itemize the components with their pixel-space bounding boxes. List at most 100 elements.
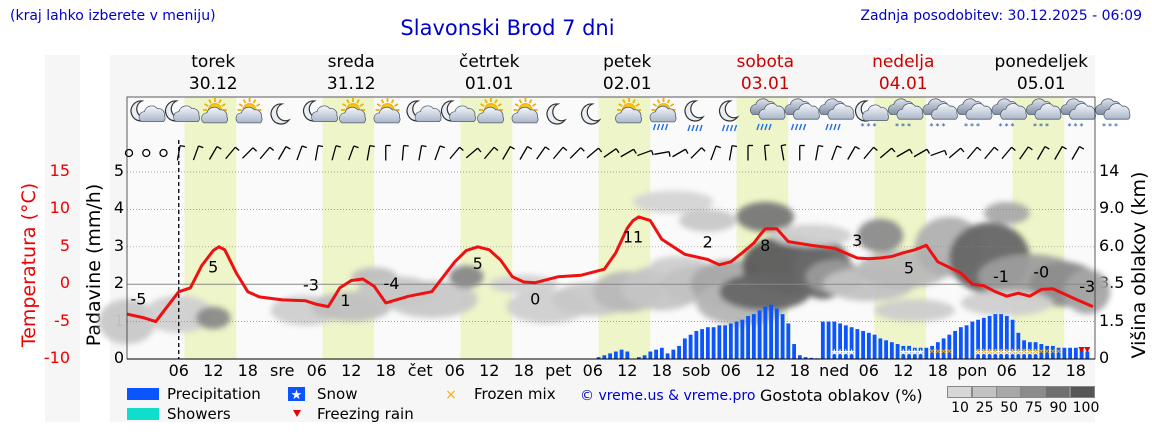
precip-bar: [648, 351, 653, 359]
cloud-shape: [373, 106, 401, 124]
x-tick: 06: [444, 361, 465, 380]
x-tick: 18: [651, 361, 672, 380]
sun-ray: [480, 103, 485, 107]
wind-shaft: [620, 148, 635, 158]
precip-bar: [1079, 349, 1084, 359]
copyright-link[interactable]: © vreme.us & vreme.pro: [580, 388, 756, 404]
precip-bar: [866, 332, 871, 359]
precip-bar: [654, 349, 658, 359]
sun-ray: [518, 99, 523, 104]
wind-barb: [672, 148, 689, 158]
snow-flake: *: [1045, 122, 1049, 131]
wind-barb: [296, 145, 307, 161]
wind-shaft: [208, 146, 218, 160]
wind-barb: [763, 144, 770, 161]
frozen-mix-marker: ×: [1032, 347, 1040, 357]
snow-marker: ★: [1008, 348, 1016, 358]
frozen-mix-marker: ×: [1020, 347, 1028, 357]
wind-barb: [815, 144, 824, 161]
cloud-density-blob: [736, 201, 794, 232]
cloud-shape: [896, 103, 924, 120]
precip-bar: [1062, 347, 1067, 359]
temperature-tick: -10: [43, 348, 70, 367]
frozen-mix-marker: ×: [1043, 347, 1051, 357]
precip-bar: [884, 340, 888, 359]
rain-drop: [798, 123, 803, 131]
wind-shaft: [483, 146, 495, 160]
density-level-label: 90: [1049, 400, 1068, 416]
cloud-snow-icon: * * *: [1060, 98, 1096, 131]
snow-flake: *: [867, 122, 871, 131]
cloud-shape: [449, 105, 476, 122]
cloud-snow-icon: * * *: [922, 98, 958, 131]
calm-wind-icon: [142, 148, 151, 158]
x-tick: 18: [375, 361, 396, 380]
precip-bar: [1045, 345, 1049, 359]
wind-barb: [913, 148, 931, 158]
day-name: ponedeljek: [994, 52, 1088, 72]
wind-shaft: [434, 145, 441, 161]
frozen-mix-marker: ×: [1003, 347, 1011, 357]
cloud-snow-icon: * * *: [991, 98, 1027, 131]
wind-shaft: [586, 147, 599, 159]
sun-ray: [652, 103, 658, 107]
cloud-shape: [511, 106, 539, 124]
rain-drop: [652, 123, 657, 131]
moon-cloud-icon: [406, 100, 442, 122]
snow-icon: ★: [288, 387, 305, 402]
wind-feather: [633, 148, 637, 154]
wind-feather: [668, 151, 671, 157]
density-level-label: 25: [975, 400, 994, 416]
moon-rain-icon: [718, 100, 740, 132]
precip-bar: [1022, 340, 1026, 359]
precip-tick: 4: [113, 198, 124, 218]
snow-flake: *: [861, 122, 865, 131]
day-date: 05.01: [1016, 74, 1066, 94]
rain-drop: [725, 124, 730, 132]
cloud-density-blob: [679, 209, 737, 232]
x-tick: 06: [996, 361, 1017, 380]
wind-feather: [650, 150, 654, 156]
x-tick: 12: [893, 361, 914, 380]
precip-bar: [763, 306, 768, 359]
frozen-mix-icon: ×: [445, 387, 457, 402]
frozen-mix-marker: ×: [986, 347, 994, 357]
precip-bar: [924, 347, 929, 359]
snow-marker: ★: [997, 348, 1005, 358]
snow-flake: *: [901, 122, 905, 131]
sun-ray: [356, 99, 360, 104]
day-header: sreda 31.12: [296, 51, 406, 95]
precip-bar: [596, 357, 601, 359]
precip-bar: [976, 319, 980, 359]
snow-marker: ★: [899, 348, 907, 358]
precip-bar: [1073, 347, 1078, 359]
wind-barb: [331, 145, 341, 161]
wind-shaft: [519, 146, 529, 160]
wind-shaft: [966, 146, 978, 160]
snow-flake: *: [1080, 122, 1084, 131]
precip-bar: [792, 344, 796, 359]
left-gray-band: [45, 55, 80, 422]
snow-flake: *: [873, 122, 877, 131]
snow-marker: ★: [905, 348, 913, 358]
sun-cloud-icon: [511, 98, 539, 124]
moon-cloud-icon: [130, 100, 166, 122]
cloud-shape: [477, 106, 504, 124]
temperature-value-label: -5: [131, 290, 147, 309]
cloud-shape: [862, 104, 889, 121]
cloud-shape: [649, 105, 677, 123]
legend-snow: Snow: [317, 385, 358, 403]
precip-bar: [717, 325, 722, 359]
cloud-density-blob: [144, 295, 214, 333]
sun-ray: [656, 99, 661, 104]
wind-barb: [385, 144, 391, 161]
frozen-mix-marker: ×: [991, 347, 999, 357]
precip-bar: [786, 323, 791, 359]
temperature-tick: -5: [54, 310, 70, 330]
sun-ray: [635, 103, 640, 107]
precip-bar: [953, 330, 957, 359]
wind-shaft: [259, 146, 271, 160]
day-header: torek 30.12: [158, 51, 268, 95]
wind-shaft: [348, 145, 355, 161]
snow-flake: *: [1011, 122, 1015, 131]
